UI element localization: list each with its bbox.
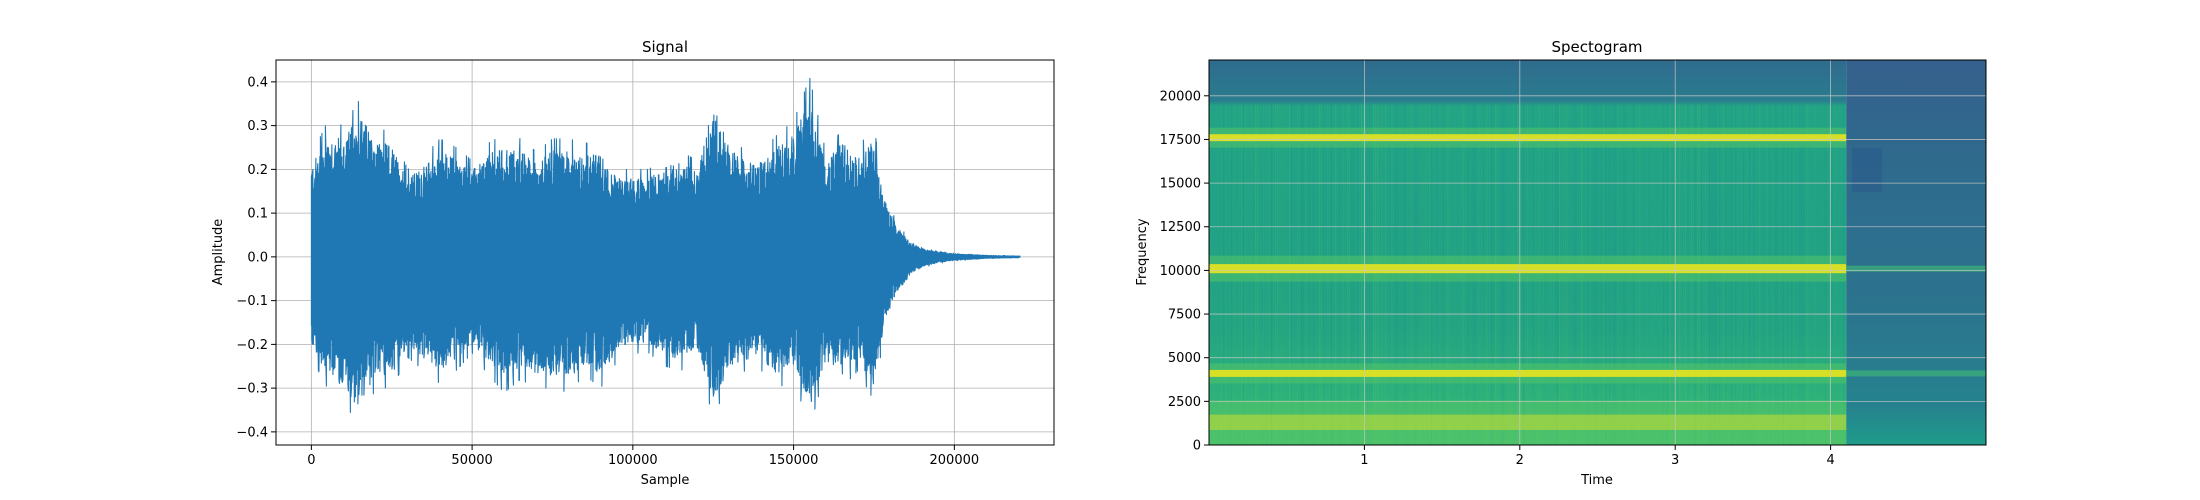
signal-panel: Signal 0 50000 100000 150000 200000 −0.4 −0.3… [211, 38, 1055, 488]
signal-waveform [310, 77, 1021, 413]
signal-y-tick-label: −0.4 [236, 425, 268, 440]
signal-y-axis-label: Amplitude [211, 219, 226, 286]
spectrogram-decay-notch [1852, 148, 1883, 192]
spectrogram-y-tick-label: 7500 [1168, 308, 1201, 323]
spectrogram-x-axis-label: Time [1580, 473, 1613, 488]
signal-y-tick-label: 0.4 [247, 75, 268, 90]
spectrogram-y-tick-label: 12500 [1160, 220, 1201, 235]
spectrogram-x-tick-label: 1 [1360, 453, 1368, 468]
signal-x-tick-label: 50000 [451, 453, 492, 468]
spectrogram-y-tick-label: 2500 [1168, 395, 1201, 410]
spectrogram-y-ticks: 0 2500 5000 7500 10000 12500 15000 17500 20000 [1160, 89, 1209, 454]
spectrogram-x-ticks: 1 2 3 4 [1360, 445, 1835, 468]
signal-frame [275, 59, 1055, 446]
spectrogram-grid [1209, 60, 1986, 446]
spectrogram-x-tick-label: 3 [1671, 453, 1679, 468]
signal-title: Signal [642, 38, 688, 56]
signal-y-tick-label: −0.1 [236, 294, 268, 309]
signal-x-tick-label: 200000 [930, 453, 980, 468]
spectrogram-y-tick-label: 20000 [1160, 89, 1201, 104]
signal-y-tick-label: 0.1 [247, 207, 268, 222]
spectrogram-band [1209, 134, 1847, 142]
signal-y-tick-label: −0.3 [236, 382, 268, 397]
spectrogram-band [1209, 369, 1847, 377]
spectrogram-decay-region [1846, 60, 1986, 445]
signal-line [310, 77, 1021, 413]
spectrogram-frame [1208, 59, 1987, 446]
signal-y-tick-label: −0.2 [236, 338, 268, 353]
spectrogram-y-tick-label: 15000 [1160, 177, 1201, 192]
signal-x-tick-label: 100000 [608, 453, 658, 468]
spectrogram-image [1209, 60, 1986, 445]
spectrogram-y-tick-label: 10000 [1160, 264, 1201, 279]
spectrogram-tail-band [1846, 265, 1986, 272]
signal-y-tick-label: 0.2 [247, 163, 268, 178]
spectrogram-band-glow [1209, 400, 1847, 445]
signal-y-tick-label: 0.0 [247, 250, 268, 265]
signal-y-ticks: −0.4 −0.3 −0.2 −0.1 0.0 0.1 0.2 0.3 0.4 [236, 75, 276, 440]
spectrogram-tail-band [1846, 370, 1986, 377]
spectrogram-y-axis-label: Frequency [1135, 218, 1150, 285]
signal-y-tick-label: 0.3 [247, 119, 268, 134]
signal-x-tick-label: 0 [307, 453, 315, 468]
spectrogram-band [1209, 264, 1847, 274]
spectrogram-title: Spectogram [1551, 38, 1642, 56]
signal-x-tick-label: 150000 [769, 453, 819, 468]
signal-x-ticks: 0 50000 100000 150000 200000 [307, 445, 979, 468]
signal-x-axis-label: Sample [641, 473, 690, 488]
spectrogram-x-tick-label: 4 [1826, 453, 1834, 468]
spectrogram-band [1209, 414, 1847, 431]
spectrogram-y-tick-label: 17500 [1160, 133, 1201, 148]
spectrogram-panel: Spectogram 1 2 3 4 0 2500 5000 7500 10000 12500 1… [1135, 38, 1987, 488]
spectrogram-x-tick-label: 2 [1516, 453, 1524, 468]
spectrogram-y-tick-label: 0 [1193, 439, 1201, 454]
spectrogram-y-tick-label: 5000 [1168, 351, 1201, 366]
